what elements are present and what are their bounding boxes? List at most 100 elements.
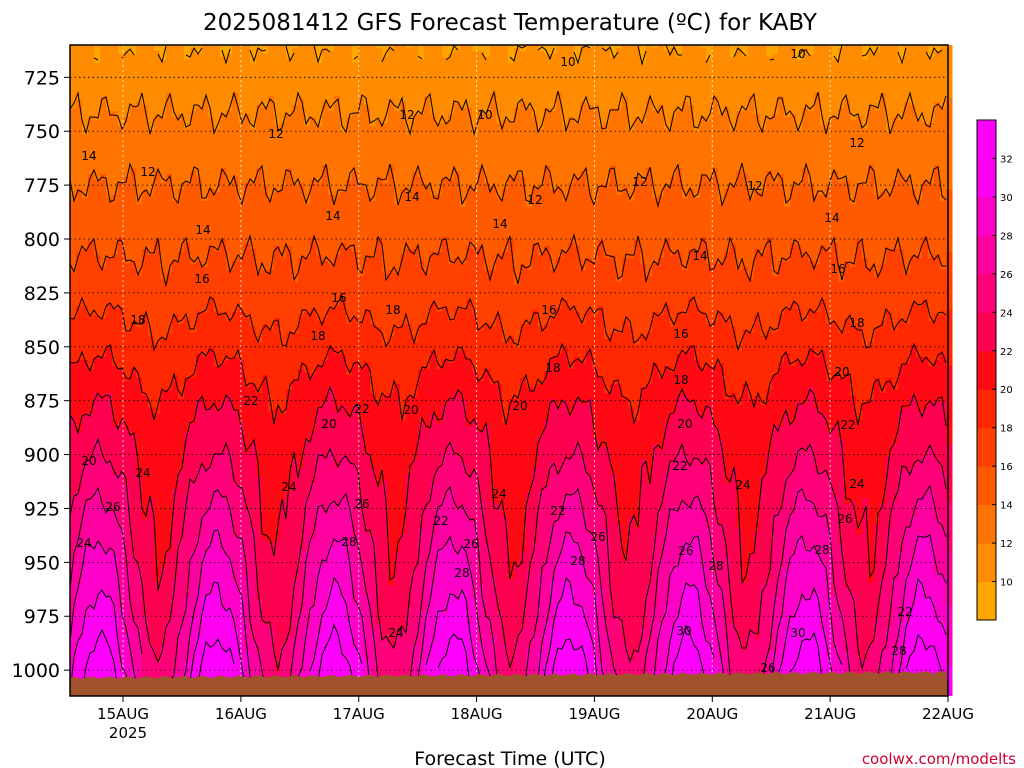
temperature-cell [928,537,935,598]
temperature-cell [682,270,689,316]
temperature-cell [226,648,233,696]
temperature-cell [748,333,755,400]
temperature-cell [76,639,83,696]
temperature-cell [520,264,527,325]
temperature-cell [592,495,599,541]
colorbar-swatch [977,273,996,313]
temperature-cell [214,579,221,640]
isotherm-32 [669,624,711,690]
temperature-cell [322,609,329,649]
temperature-cell [778,261,785,316]
temperature-cell [742,57,749,112]
isotherm-label: 24 [76,536,91,550]
temperature-cell [808,387,815,445]
temperature-cell [106,258,113,304]
temperature-cell [682,543,689,586]
temperature-cell [724,108,731,190]
temperature-cell [550,525,557,580]
temperature-cell [664,474,671,529]
temperature-cell [946,99,953,190]
temperature-cell [424,507,431,562]
temperature-cell [388,99,395,166]
temperature-cell [802,255,809,322]
isotherm-label: 30 [790,626,805,640]
temperature-cell [898,318,905,367]
temperature-cell [796,186,803,247]
temperature-cell [286,246,293,334]
temperature-cell [502,642,509,696]
temperature-cell [694,459,701,496]
temperature-cell [910,468,917,517]
temperature-cell [184,432,191,496]
temperature-cell [352,465,359,538]
isotherm-label: 12 [632,175,647,189]
temperature-cell [790,243,797,304]
temperature-cell [232,582,239,628]
temperature-cell [322,165,329,262]
temperature-cell [922,180,929,238]
isotherm-10 [705,54,711,64]
temperature-cell [274,408,281,541]
temperature-cell [502,252,509,343]
temperature-cell [262,186,269,271]
temperature-cell [460,108,467,208]
temperature-cell [112,555,119,616]
temperature-cell [604,339,611,394]
temperature-cell [226,270,233,322]
temperature-cell [748,555,755,631]
temperature-cell [532,117,539,187]
temperature-cell [226,54,233,112]
temperature-cell [304,552,311,628]
temperature-cell [892,45,899,118]
temperature-cell [664,423,671,475]
temperature-cell [874,276,881,328]
temperature-cell [538,651,545,696]
temperature-cell [772,276,779,334]
y-tick-label: 825 [24,283,60,305]
temperature-cell [490,327,497,385]
temperature-cell [100,549,107,592]
temperature-cell [928,45,935,58]
temperature-cell [358,45,365,100]
temperature-cell [178,252,185,325]
temperature-cell [562,129,569,202]
temperature-cell [622,45,629,97]
isotherm-label: 12 [527,193,542,207]
temperature-cell [646,585,653,640]
x-axis-year: 2025 [109,724,147,742]
temperature-cell [340,498,347,538]
temperature-cell [928,489,935,538]
isotherm-30 [661,582,715,682]
temperature-cell [94,393,101,439]
temperature-cell [802,321,809,364]
temperature-cell [370,45,377,127]
temperature-cell [430,414,437,484]
temperature-cell [868,342,875,400]
temperature-cell [118,237,125,307]
temperature-cell [724,399,731,484]
temperature-cell [670,45,677,49]
temperature-cell [106,510,113,553]
temperature-cell [904,180,911,274]
temperature-cell [652,606,659,670]
temperature-cell [502,516,509,643]
temperature-cell [574,63,581,124]
temperature-cell [532,633,539,696]
isotherm-24 [69,437,947,671]
temperature-cell [556,648,563,696]
temperature-cell [772,183,779,277]
temperature-cell [718,114,725,205]
temperature-cell [70,273,77,319]
temperature-cell [196,354,203,400]
temperature-cell [652,444,659,538]
temperature-cell [694,252,701,307]
temperature-cell [574,45,581,64]
temperature-cell [820,45,827,127]
temperature-cell [490,576,497,637]
temperature-cell [244,576,251,652]
isotherm-28 [537,531,611,693]
temperature-cell [682,354,689,397]
temperature-cell [322,459,329,514]
temperature-cell [580,405,587,460]
temperature-cell [148,498,155,646]
